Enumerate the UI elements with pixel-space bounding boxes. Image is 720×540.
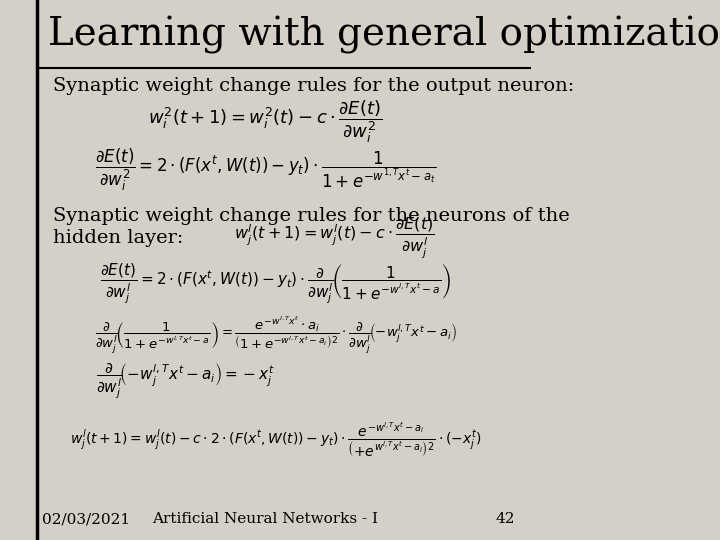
Text: $\dfrac{\partial E(t)}{\partial w_i^2} = 2 \cdot (F(x^t, W(t)) - y_t) \cdot \dfr: $\dfrac{\partial E(t)}{\partial w_i^2} =… [95,147,436,193]
Text: Synaptic weight change rules for the neurons of the: Synaptic weight change rules for the neu… [53,207,570,225]
Text: Artificial Neural Networks - I: Artificial Neural Networks - I [153,512,378,526]
Text: Learning with general optimization: Learning with general optimization [48,16,720,54]
Text: $\dfrac{\partial}{\partial w_j^l}\!\left(\dfrac{1}{1+e^{-w^{l,T}x^t-a}}\right) =: $\dfrac{\partial}{\partial w_j^l}\!\left… [95,315,457,356]
Text: 02/03/2021: 02/03/2021 [42,512,130,526]
Text: $\dfrac{\partial E(t)}{\partial w_j^l} = 2 \cdot (F(x^t, W(t)) - y_t) \cdot \dfr: $\dfrac{\partial E(t)}{\partial w_j^l} =… [100,261,451,306]
Text: hidden layer:: hidden layer: [53,228,184,247]
Text: 42: 42 [495,512,515,526]
Text: $w_i^2(t+1) = w_i^2(t) - c \cdot \dfrac{\partial E(t)}{\partial w_i^2}$: $w_i^2(t+1) = w_i^2(t) - c \cdot \dfrac{… [148,98,382,145]
Text: Synaptic weight change rules for the output neuron:: Synaptic weight change rules for the out… [53,77,575,96]
Text: $w_j^l(t+1) = w_j^l(t) - c \cdot 2 \cdot (F(x^t,W(t)) - y_t) \cdot \dfrac{e^{-w^: $w_j^l(t+1) = w_j^l(t) - c \cdot 2 \cdot… [70,421,482,459]
Text: $w_j^l(t+1) = w_j^l(t) - c \cdot \dfrac{\partial E(t)}{\partial w_j^l}$: $w_j^l(t+1) = w_j^l(t) - c \cdot \dfrac{… [234,216,435,261]
Text: $\dfrac{\partial}{\partial w_j^l}\!\left(-w_j^{l,T}x^t - a_i\right) = -x_j^t$: $\dfrac{\partial}{\partial w_j^l}\!\left… [96,361,275,401]
